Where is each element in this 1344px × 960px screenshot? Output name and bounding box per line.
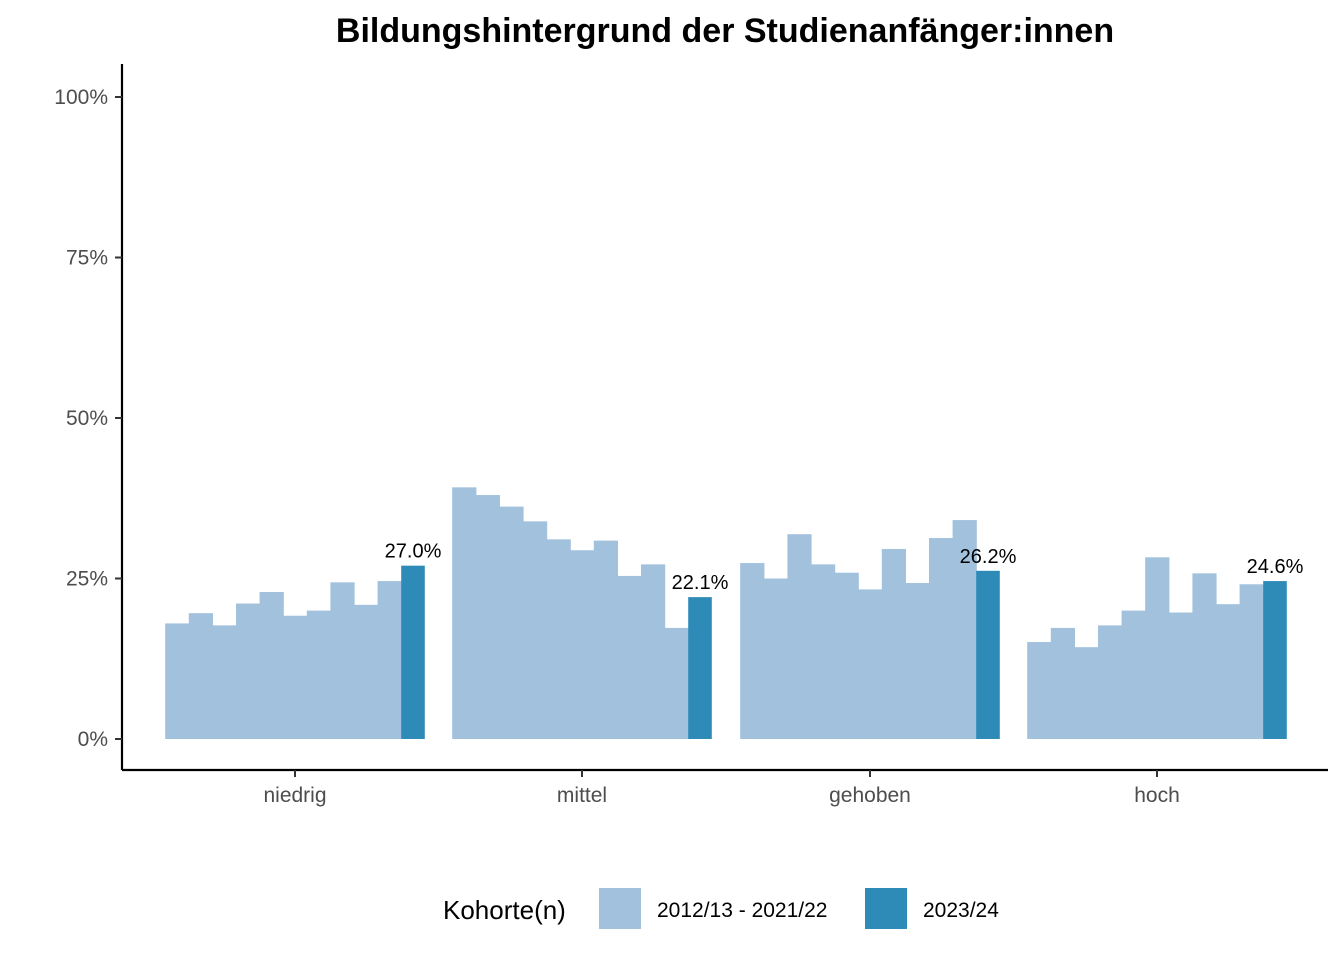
- bar-hoch-past-3: [1074, 647, 1099, 739]
- x-tick-label-hoch: hoch: [1134, 784, 1180, 807]
- data-label-mittel: 22.1%: [672, 572, 729, 594]
- bar-gehoben-past-1: [740, 563, 765, 739]
- bar-gehoben-2023-24: [976, 570, 1000, 739]
- chart-title: Bildungshintergrund der Studienanfänger:…: [336, 12, 1114, 50]
- bar-gehoben-past-6: [858, 589, 883, 739]
- data-labels-layer: 27.0% 22.1% 26.2% 24.6%: [385, 541, 1304, 594]
- bar-gehoben-past-7: [881, 548, 906, 739]
- bar-mittel-past-6: [570, 550, 595, 739]
- y-tick-label: 25%: [66, 568, 108, 591]
- bar-hoch-past-1: [1027, 642, 1052, 739]
- bar-gehoben-past-8: [905, 582, 930, 739]
- bar-mittel-past-9: [641, 564, 666, 739]
- y-tick-label: 100%: [54, 86, 108, 109]
- legend-title: Kohorte(n): [443, 895, 566, 925]
- bar-hoch-past-8: [1192, 573, 1217, 739]
- bar-hoch-past-5: [1121, 610, 1146, 739]
- x-tick-label-gehoben: gehoben: [829, 784, 911, 807]
- legend-label-current: 2023/24: [923, 899, 999, 922]
- y-tick-label: 50%: [66, 407, 108, 430]
- x-tick-label-niedrig: niedrig: [263, 784, 326, 807]
- y-tick-label: 0%: [78, 728, 108, 751]
- bar-mittel-past-2: [475, 495, 500, 739]
- bar-gehoben-past-3: [787, 534, 812, 739]
- y-tick-label: 75%: [66, 247, 108, 270]
- bar-niedrig-past-8: [330, 582, 355, 739]
- bar-hoch-past-6: [1145, 557, 1170, 739]
- bar-hoch-2023-24: [1263, 581, 1287, 739]
- x-axis: niedrig mittel gehoben hoch: [122, 768, 1328, 807]
- data-label-niedrig: 27.0%: [385, 541, 442, 563]
- bar-gehoben-past-9: [929, 538, 954, 739]
- bar-gehoben-past-10: [952, 520, 977, 739]
- bar-mittel-2023-24: [688, 597, 712, 739]
- bar-mittel-past-3: [499, 506, 524, 739]
- bar-niedrig-past-6: [283, 615, 308, 739]
- bar-niedrig-past-1: [165, 623, 190, 739]
- bar-hoch-past-10: [1239, 584, 1264, 739]
- bars-layer: [165, 487, 1287, 739]
- bar-hoch-past-2: [1050, 627, 1075, 739]
- bar-mittel-past-1: [452, 487, 477, 739]
- bar-hoch-past-7: [1168, 612, 1193, 739]
- bar-hoch-past-9: [1216, 604, 1241, 739]
- bar-niedrig-past-4: [236, 603, 261, 739]
- bar-niedrig-past-5: [259, 591, 284, 739]
- data-label-hoch: 24.6%: [1247, 556, 1304, 578]
- bar-niedrig-past-2: [188, 613, 213, 739]
- bar-mittel-past-4: [523, 521, 548, 739]
- bar-mittel-past-7: [593, 540, 618, 739]
- bar-mittel-past-5: [546, 539, 571, 739]
- legend-swatch-past: [599, 888, 641, 929]
- bar-gehoben-past-4: [811, 564, 836, 739]
- bar-gehoben-past-2: [763, 578, 788, 739]
- bar-hoch-past-4: [1098, 625, 1123, 739]
- bar-niedrig-past-3: [212, 625, 237, 739]
- bar-niedrig-past-10: [377, 581, 402, 739]
- data-label-gehoben: 26.2%: [960, 546, 1017, 568]
- legend-swatch-current: [865, 888, 907, 929]
- legend: Kohorte(n) 2012/13 - 2021/22 2023/24: [443, 888, 999, 929]
- y-axis: 0% 25% 50% 75% 100%: [54, 64, 124, 770]
- bar-niedrig-past-7: [306, 610, 331, 739]
- legend-label-past: 2012/13 - 2021/22: [657, 899, 827, 922]
- bar-mittel-past-8: [617, 575, 642, 739]
- bar-niedrig-past-9: [354, 604, 379, 739]
- bar-niedrig-2023-24: [401, 565, 425, 739]
- bar-gehoben-past-5: [834, 572, 859, 739]
- x-tick-label-mittel: mittel: [557, 784, 607, 807]
- bar-mittel-past-10: [664, 627, 689, 739]
